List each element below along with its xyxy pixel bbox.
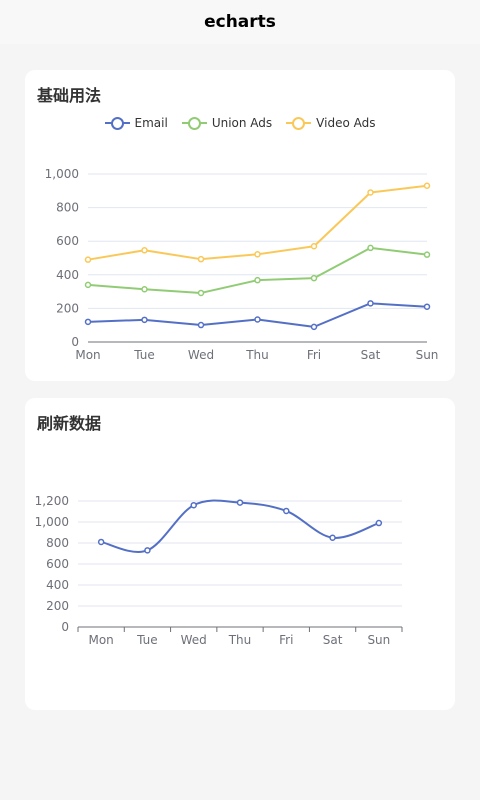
data-point[interactable] xyxy=(84,318,92,326)
x-tick-label: Tue xyxy=(136,633,158,647)
data-point[interactable] xyxy=(329,534,336,541)
series-line-email xyxy=(87,302,428,328)
data-point[interactable] xyxy=(310,274,318,282)
y-tick-label: 600 xyxy=(56,234,79,248)
x-tick-label: Thu xyxy=(228,633,252,647)
refresh-data-card: 刷新数据 0 200 400 600 800 1,000 1,200 Mon Tue Wed Thu… xyxy=(25,398,455,710)
x-tick-label: Fri xyxy=(279,633,293,647)
data-point[interactable] xyxy=(141,247,148,254)
series-line-0 xyxy=(100,499,380,553)
y-tick-label: 600 xyxy=(46,557,69,571)
data-point[interactable] xyxy=(254,316,261,323)
x-tick-label: Tue xyxy=(133,348,155,362)
legend-swatch-icon xyxy=(104,116,130,130)
data-point[interactable] xyxy=(423,303,431,310)
nav-bar: echarts xyxy=(0,0,480,44)
data-point[interactable] xyxy=(144,547,151,554)
card-title: 基础用法 xyxy=(37,86,102,105)
y-tick-label: 800 xyxy=(46,536,69,550)
y-tick-label: 0 xyxy=(61,620,69,634)
data-point[interactable] xyxy=(236,499,244,506)
x-tick-label: Fri xyxy=(307,348,321,362)
y-tick-label: 200 xyxy=(56,301,79,315)
data-point[interactable] xyxy=(375,519,383,527)
y-tick-label: 1,000 xyxy=(45,167,79,181)
data-point[interactable] xyxy=(97,538,105,546)
y-tick-label: 1,200 xyxy=(35,494,69,508)
data-point[interactable] xyxy=(283,507,290,515)
legend-label: Union Ads xyxy=(211,116,273,130)
data-point[interactable] xyxy=(367,300,374,307)
x-tick-label: Sat xyxy=(323,633,343,647)
card-title: 刷新数据 xyxy=(37,414,102,433)
legend-swatch-icon xyxy=(181,116,207,130)
y-tick-label: 0 xyxy=(71,335,79,349)
x-tick-label: Sat xyxy=(361,348,381,362)
x-tick-label: Sun xyxy=(367,633,390,647)
data-point[interactable] xyxy=(254,251,261,258)
page-title: echarts xyxy=(204,12,276,32)
data-point[interactable] xyxy=(423,251,431,258)
data-point[interactable] xyxy=(254,276,261,284)
y-tick-label: 400 xyxy=(46,578,69,592)
x-tick-label: Thu xyxy=(245,348,269,362)
legend-item-video-ads[interactable]: Video Ads xyxy=(286,116,375,130)
basic-usage-card: 基础用法 Email Union Ads Video Ads 0 200 400 600 8… xyxy=(25,70,455,381)
data-point[interactable] xyxy=(310,323,318,331)
x-tick-label: Sun xyxy=(416,348,439,362)
y-tick-label: 800 xyxy=(56,201,79,215)
data-point[interactable] xyxy=(197,289,205,297)
legend-item-union-ads[interactable]: Union Ads xyxy=(181,116,273,130)
legend-label: Email xyxy=(134,116,168,130)
data-point[interactable] xyxy=(141,285,148,293)
chart-legend: Email Union Ads Video Ads xyxy=(25,116,455,130)
line-chart-refresh: 0 200 400 600 800 1,000 1,200 Mon Tue Wed Thu Fri Sa… xyxy=(35,494,403,647)
y-tick-label: 400 xyxy=(56,268,79,282)
data-point[interactable] xyxy=(84,256,92,263)
data-point[interactable] xyxy=(141,316,148,324)
data-point[interactable] xyxy=(423,182,431,190)
data-point[interactable] xyxy=(84,281,92,289)
data-point[interactable] xyxy=(197,255,205,263)
data-point[interactable] xyxy=(367,244,374,252)
data-point[interactable] xyxy=(190,501,197,509)
x-tick-label: Wed xyxy=(181,633,207,647)
y-tick-label: 1,000 xyxy=(35,515,69,529)
x-tick-label: Wed xyxy=(188,348,214,362)
legend-item-email[interactable]: Email xyxy=(104,116,168,130)
y-tick-label: 200 xyxy=(46,599,69,613)
line-chart-basic: 0 200 400 600 800 1,000 Mon Tue Wed Thu Fri Sat Sun xyxy=(45,167,439,362)
data-point[interactable] xyxy=(367,189,374,196)
data-point[interactable] xyxy=(310,242,318,250)
legend-label: Video Ads xyxy=(316,116,376,130)
x-tick-label: Mon xyxy=(88,633,113,647)
data-point[interactable] xyxy=(197,321,205,329)
legend-swatch-icon xyxy=(286,116,312,130)
x-tick-label: Mon xyxy=(75,348,100,362)
